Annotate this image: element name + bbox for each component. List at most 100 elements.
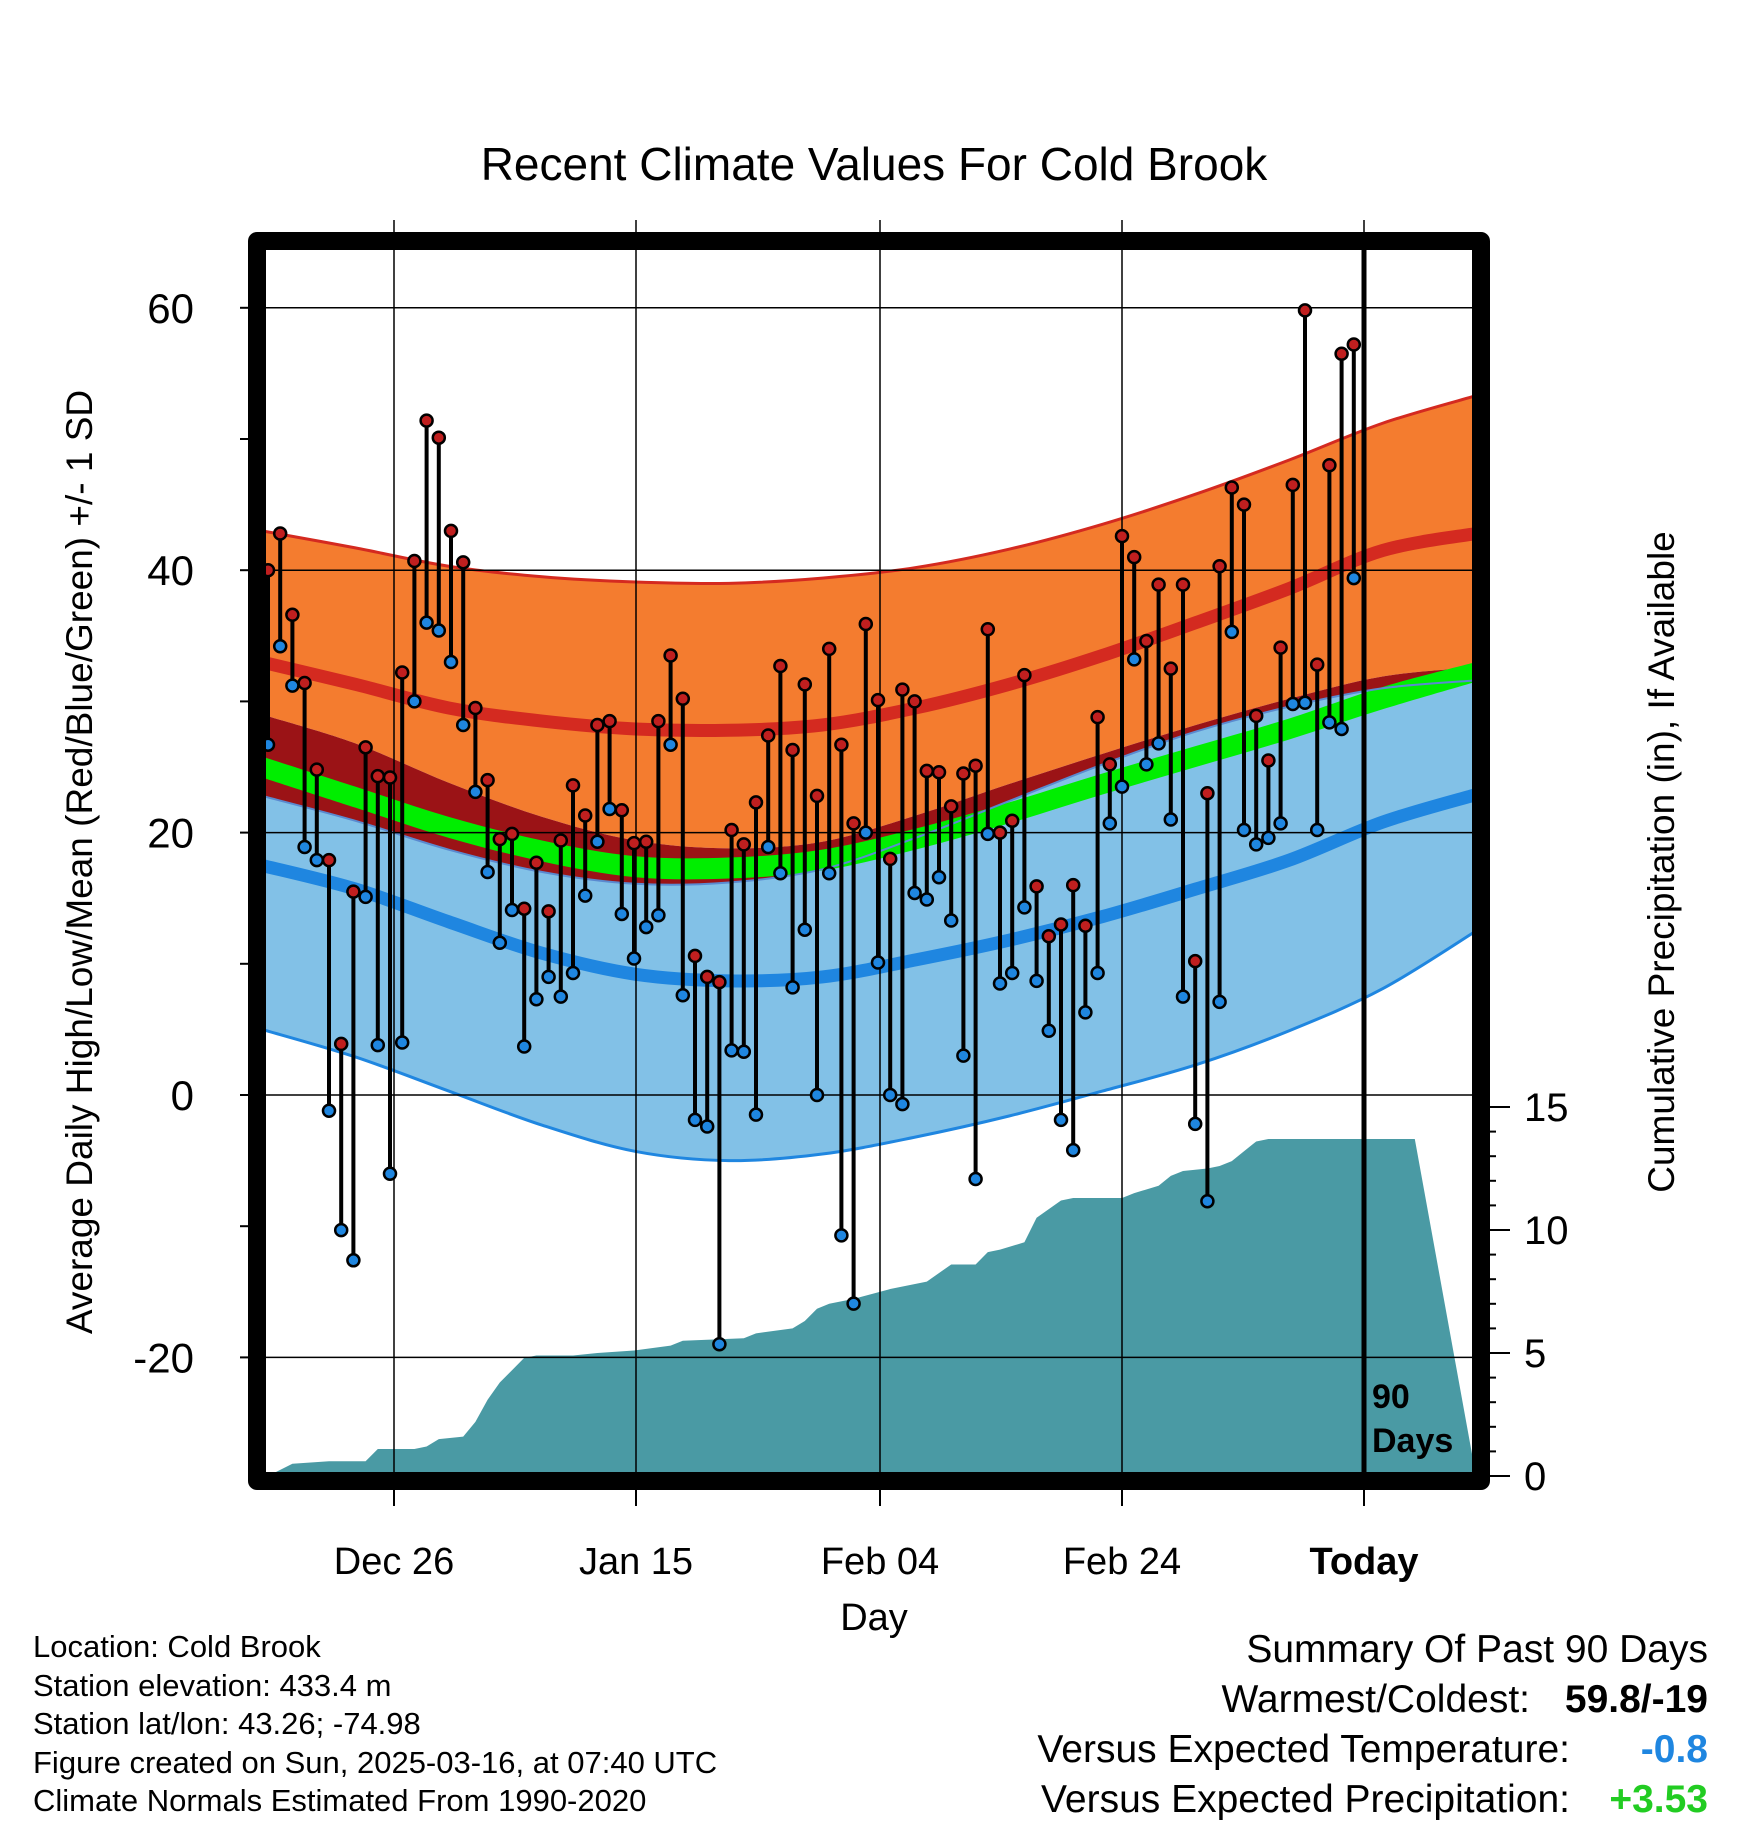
low-point <box>1297 695 1313 710</box>
low-point <box>1236 822 1252 838</box>
high-point <box>1273 640 1288 655</box>
high-point <box>846 816 861 831</box>
low-point <box>1285 696 1301 712</box>
low-point <box>895 1096 910 1112</box>
high-point <box>272 526 288 541</box>
low-point <box>943 913 959 928</box>
low-point <box>1200 1194 1215 1209</box>
precip-row: Versus Expected Precipitation: +3.53 <box>1037 1775 1708 1825</box>
high-point <box>1175 577 1191 592</box>
y-tick-label: 0 <box>171 1072 194 1119</box>
high-point <box>1248 708 1264 724</box>
low-point <box>663 737 678 752</box>
low-point <box>553 989 569 1004</box>
precip-value: +3.53 <box>1609 1778 1708 1821</box>
low-point <box>968 1171 983 1187</box>
high-point <box>1309 657 1325 672</box>
y2-tick-label: 15 <box>1524 1086 1569 1130</box>
low-point <box>773 866 788 881</box>
low-point <box>651 908 666 923</box>
high-point <box>919 763 935 779</box>
high-point <box>321 852 337 868</box>
low-point <box>309 852 325 868</box>
temp-row: Versus Expected Temperature: -0.8 <box>1037 1725 1708 1775</box>
today-days-count: 90 <box>1372 1378 1410 1416</box>
high-point <box>748 795 764 810</box>
low-point <box>614 906 630 922</box>
low-point <box>285 678 300 693</box>
low-point <box>1175 989 1191 1004</box>
high-point <box>1065 877 1081 893</box>
high-point <box>333 1036 349 1052</box>
low-point <box>577 888 593 903</box>
low-point <box>638 919 654 935</box>
high-point <box>834 737 849 752</box>
low-point <box>1322 715 1337 730</box>
low-point <box>931 869 947 885</box>
high-point <box>882 851 898 867</box>
low-point <box>1224 624 1240 640</box>
low-point <box>1248 837 1264 852</box>
y-axis-label: Average Daily High/Low/Mean (Red/Blue/Gr… <box>59 390 100 1334</box>
high-point <box>431 430 447 445</box>
high-point <box>443 523 459 539</box>
high-point <box>358 740 373 755</box>
low-point <box>1273 816 1288 831</box>
low-point <box>346 1253 361 1268</box>
low-point <box>1126 652 1142 667</box>
low-point <box>541 969 556 985</box>
high-point <box>760 728 776 743</box>
high-point <box>1078 918 1093 934</box>
low-point <box>529 991 544 1007</box>
high-point <box>577 808 593 823</box>
high-point <box>309 762 325 777</box>
low-point <box>1029 973 1044 989</box>
high-point <box>907 694 922 709</box>
high-point <box>516 901 532 916</box>
high-point <box>1200 785 1215 801</box>
low-point <box>675 988 691 1003</box>
high-point <box>1187 953 1203 969</box>
low-point <box>504 902 520 918</box>
x-tick-label: Feb 04 <box>821 1541 939 1583</box>
low-point <box>407 694 422 709</box>
low-point <box>687 1112 703 1128</box>
low-point <box>834 1228 849 1243</box>
high-point <box>614 803 630 818</box>
high-point <box>1139 633 1154 649</box>
high-point <box>541 904 556 919</box>
high-point <box>1163 661 1179 676</box>
low-point <box>760 839 776 855</box>
x-axis: Dec 26 Jan 15 Feb 04 Feb 24 Today <box>334 1490 1419 1583</box>
low-point <box>1017 900 1032 915</box>
high-point <box>1004 813 1020 829</box>
low-point <box>382 1166 398 1181</box>
low-point <box>724 1043 739 1058</box>
low-point <box>1346 570 1362 586</box>
high-point <box>1029 879 1044 894</box>
y-tick-label: 60 <box>147 285 194 332</box>
today-days-unit: Days <box>1372 1422 1453 1460</box>
high-point <box>1212 559 1227 574</box>
low-point <box>699 1119 715 1134</box>
low-point <box>882 1087 898 1103</box>
high-point <box>675 691 691 707</box>
low-point <box>1151 736 1166 751</box>
y-tick-label: -20 <box>133 1334 194 1381</box>
y2-tick-label: 0 <box>1524 1455 1546 1499</box>
high-point <box>870 692 886 708</box>
low-point <box>272 639 288 654</box>
warm-cold-row: Warmest/Coldest: 59.8/-19 <box>1037 1675 1708 1725</box>
high-point <box>1017 667 1032 683</box>
low-point <box>516 1039 532 1054</box>
location-text: Location: Cold Brook <box>33 1629 321 1664</box>
low-point <box>785 980 800 995</box>
high-point <box>1285 477 1301 493</box>
low-point <box>1004 965 1020 981</box>
plot-area: 90 Days -20 0 20 40 60 0 5 10 15 Dec 26 Jan 15 Feb 04… <box>133 220 1569 1583</box>
high-point <box>285 607 300 623</box>
low-point <box>1187 1116 1203 1132</box>
low-point <box>590 834 605 850</box>
daily-points <box>260 303 1362 1352</box>
latlon-text: Station lat/lon: 43.26; -74.98 <box>33 1706 421 1742</box>
